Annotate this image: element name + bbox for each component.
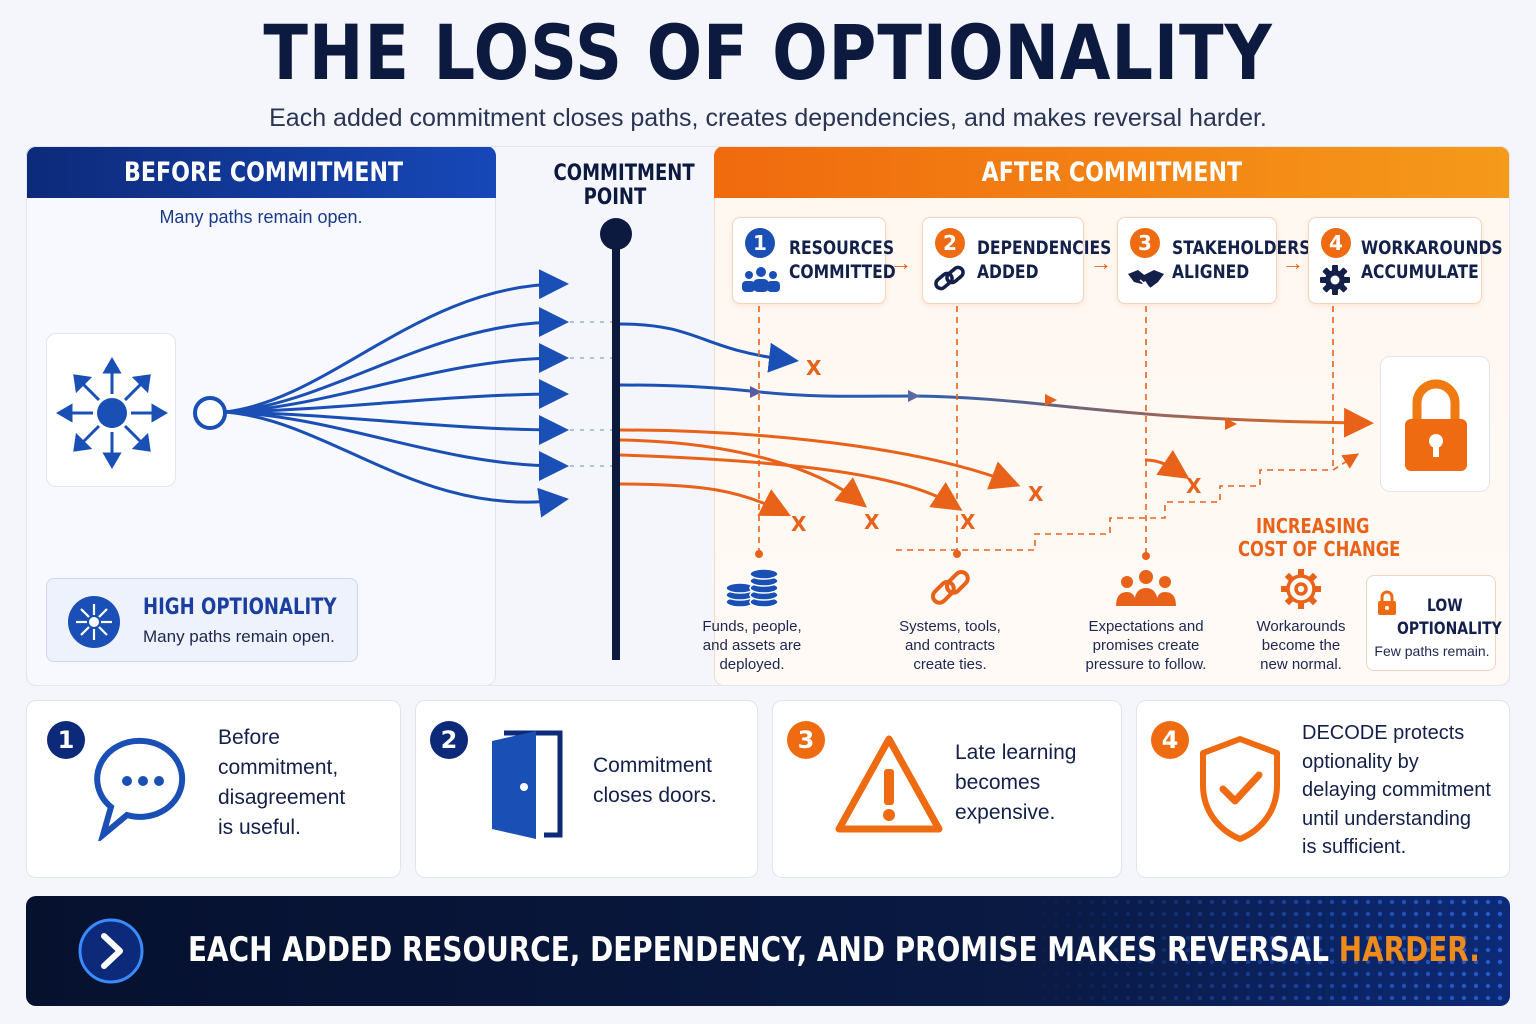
after-heading: AFTER COMMITMENT (714, 146, 1510, 198)
origin-node (193, 396, 227, 430)
dot-pattern (1026, 896, 1510, 1006)
open-paths (224, 269, 569, 518)
closed-path-x: X (960, 510, 976, 534)
summary-banner (26, 896, 1510, 1006)
step-resources-committed: 1 RESOURCES COMMITTED (732, 217, 896, 304)
step-arrow-icon: → (890, 250, 912, 275)
high-optionality-box: HIGH OPTIONALITY Many paths remain open. (46, 578, 358, 662)
card-number-badge: 2 (430, 721, 468, 759)
step-workarounds-accumulate: 4 WORKAROUNDS ACCUMULATE (1308, 217, 1503, 304)
closing-paths (619, 322, 1374, 517)
high-optionality-caption: Many paths remain open. (143, 627, 335, 646)
effect-caption-systems: Systems, tools, and contracts create ties. (899, 618, 1001, 673)
commitment-point-label: COMMITMENT POINT (553, 161, 695, 210)
step-label: STAKEHOLDERS (1172, 237, 1311, 259)
warning-icon (835, 735, 943, 833)
step-stakeholders-aligned: 3 STAKEHOLDERS ALIGNED (1117, 217, 1310, 304)
insight-card-1: 1 Before commitment, disagreement is useful… (26, 700, 401, 878)
before-caption: Many paths remain open. (159, 207, 363, 227)
card-number-badge: 3 (787, 721, 825, 759)
gear-icon (1320, 265, 1350, 295)
closed-path-x: X (1028, 482, 1044, 506)
chain-icon (930, 569, 970, 605)
insight-card-3: 3 Late learning becomes expensive. (772, 700, 1122, 878)
banner-text: EACH ADDED RESOURCE, DEPENDENCY, AND PRO… (188, 930, 1480, 970)
link-icon (934, 265, 965, 291)
small-lock-icon (1378, 590, 1396, 615)
closed-path-x: X (864, 510, 880, 534)
low-optionality-caption: Few paths remain. (1374, 643, 1490, 659)
chat-icon (94, 737, 186, 841)
people-icon (742, 267, 780, 292)
coins-icon (725, 568, 779, 608)
low-optionality-title: LOW (1427, 596, 1463, 616)
closed-path-x: X (791, 512, 807, 536)
next-chevron-icon (78, 918, 144, 984)
step-label: DEPENDENCIES (977, 237, 1112, 259)
step-label: COMMITTED (789, 261, 896, 283)
step-label: ALIGNED (1172, 261, 1250, 283)
step-label: WORKAROUNDS (1361, 237, 1503, 259)
card-number-badge: 1 (47, 721, 85, 759)
card-number-badge: 4 (1151, 721, 1189, 759)
step-number-badge: 2 (935, 228, 965, 258)
low-optionality-box: LOW OPTIONALITY Few paths remain. (1366, 575, 1502, 671)
step-label: ADDED (977, 261, 1039, 283)
step-label: ACCUMULATE (1361, 261, 1479, 283)
card-text: DECODE protects optionality by delaying co… (1302, 722, 1491, 858)
group-icon (1116, 570, 1176, 606)
effect-caption-expectations: Expectations and promises create pressure … (1085, 618, 1207, 673)
closed-path-x: X (806, 356, 822, 380)
high-optionality-title: HIGH OPTIONALITY (143, 595, 337, 620)
step-label: RESOURCES (789, 237, 895, 259)
step-dependencies-added: 2 DEPENDENCIES ADDED (922, 217, 1111, 304)
insight-card-4: 4 DECODE protects optionality by delaying … (1136, 700, 1510, 878)
handshake-icon (1128, 270, 1164, 291)
shield-check-icon (1200, 736, 1280, 842)
insight-card-2: 2 Commitment closes doors. (415, 700, 758, 878)
card-text: Commitment closes doors. (593, 754, 717, 807)
many-paths-icon-box (46, 333, 176, 487)
commitment-node (600, 218, 632, 250)
step-number-badge: 4 (1321, 228, 1351, 258)
low-optionality-title: OPTIONALITY (1397, 619, 1502, 639)
closed-path-x: X (1186, 474, 1202, 498)
high-optionality-icon (68, 596, 120, 648)
step-number-badge: 1 (745, 228, 775, 258)
expand-arrows-icon (56, 357, 168, 469)
step-arrow-icon: → (1090, 250, 1112, 275)
card-text: Before commitment, disagreement is useful. (218, 726, 346, 839)
card-text: Late learning becomes expensive. (955, 741, 1077, 824)
step-arrow-icon: → (1282, 250, 1304, 275)
lock-box (1380, 356, 1490, 492)
step-number-badge: 3 (1130, 228, 1160, 258)
lock-icon (1405, 379, 1467, 471)
page-title: THE LOSS OF OPTIONALITY (263, 8, 1273, 97)
cog-icon (1281, 569, 1321, 609)
page-subtitle: Each added commitment closes paths, crea… (269, 104, 1267, 132)
before-heading: BEFORE COMMITMENT (26, 146, 496, 198)
door-icon (492, 730, 563, 839)
cost-label-line2: COST OF CHANGE (1238, 537, 1401, 561)
effect-caption-workarounds: Workarounds become the new normal. (1256, 618, 1346, 673)
effect-caption-funds: Funds, people, and assets are deployed. (702, 618, 802, 673)
cost-label-line1: INCREASING (1256, 514, 1370, 538)
